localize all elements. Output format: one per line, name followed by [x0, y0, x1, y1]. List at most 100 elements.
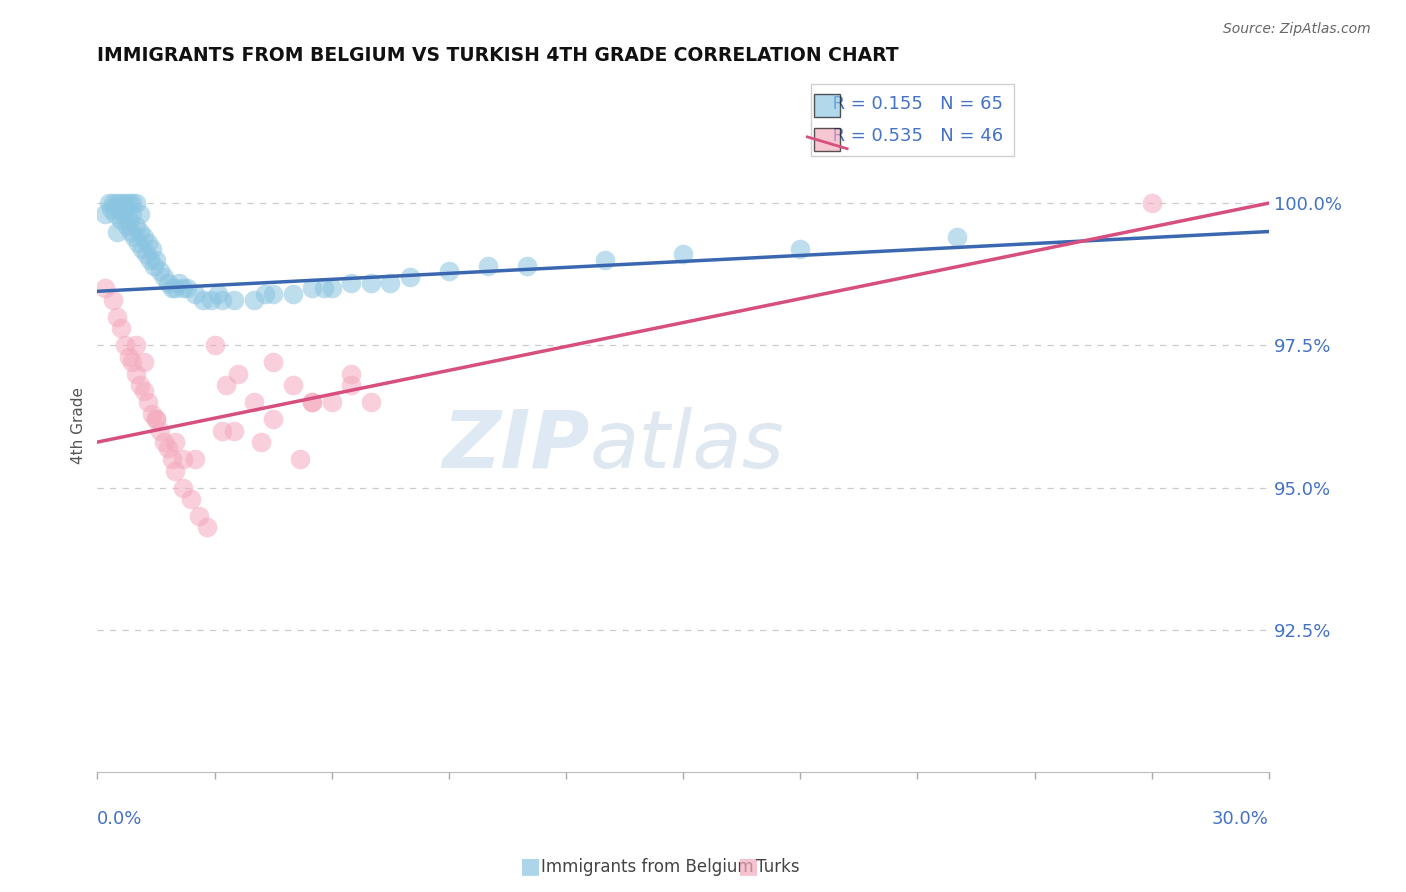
Point: [105, 225, 128, 239]
Point: [156, 441, 179, 455]
Point: [165, 464, 187, 478]
Point: [105, 196, 128, 211]
Point: [207, 287, 229, 301]
Point: [131, 242, 153, 256]
Point: [437, 264, 460, 278]
Point: [281, 378, 304, 392]
Point: [1140, 196, 1163, 211]
Point: [135, 247, 157, 261]
Point: [134, 384, 156, 398]
Point: [94, 281, 117, 295]
Point: [141, 242, 163, 256]
Point: [222, 293, 245, 307]
Point: [125, 338, 148, 352]
Point: [226, 367, 249, 381]
Point: [111, 207, 134, 221]
Point: [262, 412, 284, 426]
Point: [215, 378, 238, 392]
Point: [100, 202, 122, 216]
Text: ■: ■: [520, 856, 541, 876]
Text: 0.0%: 0.0%: [97, 810, 143, 829]
Text: ■: ■: [738, 856, 759, 876]
Text: IMMIGRANTS FROM BELGIUM VS TURKISH 4TH GRADE CORRELATION CHART: IMMIGRANTS FROM BELGIUM VS TURKISH 4TH G…: [97, 46, 898, 65]
Point: [340, 378, 363, 392]
Point: [172, 452, 194, 467]
Point: [105, 310, 128, 324]
Point: [125, 219, 148, 233]
Point: [321, 281, 343, 295]
Point: [156, 276, 179, 290]
Point: [172, 281, 194, 295]
Point: [101, 196, 124, 211]
Point: [134, 355, 156, 369]
Point: [211, 293, 233, 307]
Point: [94, 207, 117, 221]
Point: [184, 287, 207, 301]
Point: [477, 259, 499, 273]
Point: [254, 287, 277, 301]
Point: [117, 213, 139, 227]
Point: [242, 395, 264, 409]
Point: [360, 395, 382, 409]
Text: 30.0%: 30.0%: [1212, 810, 1270, 829]
Point: [115, 219, 138, 233]
Point: [200, 293, 222, 307]
Point: [152, 435, 174, 450]
Point: [187, 509, 209, 524]
Point: [262, 287, 284, 301]
Point: [169, 276, 191, 290]
Point: [262, 355, 284, 369]
Point: [340, 276, 363, 290]
Point: [145, 252, 167, 267]
Text: Source: ZipAtlas.com: Source: ZipAtlas.com: [1223, 22, 1371, 37]
Text: ZIP: ZIP: [441, 407, 589, 485]
Point: [789, 242, 811, 256]
Point: [290, 452, 312, 467]
Point: [125, 196, 148, 211]
Point: [301, 395, 323, 409]
Point: [172, 481, 194, 495]
Point: [134, 230, 156, 244]
Point: [204, 338, 226, 352]
Point: [165, 281, 187, 295]
Text: Turks: Turks: [756, 858, 800, 876]
Point: [211, 424, 233, 438]
Point: [114, 202, 136, 216]
Point: [301, 281, 323, 295]
Point: [160, 452, 183, 467]
Point: [129, 225, 152, 239]
Text: R = 0.155   N = 65
  R = 0.535   N = 46: R = 0.155 N = 65 R = 0.535 N = 46: [821, 95, 1004, 145]
Point: [195, 520, 218, 534]
Point: [110, 213, 132, 227]
Text: atlas: atlas: [589, 407, 785, 485]
Point: [312, 281, 335, 295]
Point: [301, 395, 323, 409]
Point: [281, 287, 304, 301]
Point: [516, 259, 538, 273]
Point: [149, 264, 172, 278]
Point: [222, 424, 245, 438]
Point: [242, 293, 264, 307]
Point: [340, 367, 363, 381]
Point: [120, 225, 142, 239]
Point: [250, 435, 273, 450]
Point: [121, 207, 143, 221]
Point: [125, 367, 148, 381]
Point: [145, 412, 167, 426]
Point: [321, 395, 343, 409]
Point: [127, 235, 149, 250]
Point: [143, 259, 166, 273]
Text: Immigrants from Belgium: Immigrants from Belgium: [541, 858, 754, 876]
Point: [108, 202, 131, 216]
Point: [117, 196, 139, 211]
Point: [180, 491, 202, 506]
Point: [945, 230, 967, 244]
Point: [121, 355, 143, 369]
Point: [160, 281, 183, 295]
Point: [398, 270, 420, 285]
Point: [114, 338, 136, 352]
Point: [101, 293, 124, 307]
Point: [121, 196, 143, 211]
Point: [672, 247, 695, 261]
Point: [110, 321, 132, 335]
